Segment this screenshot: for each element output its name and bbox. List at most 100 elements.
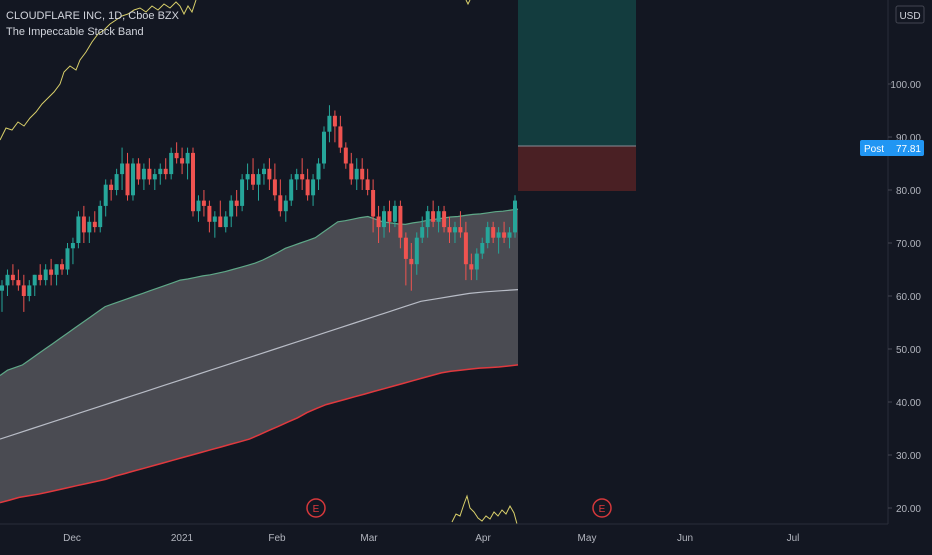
candle [262,163,266,185]
candle [234,190,239,217]
candle [229,195,234,228]
candle [382,205,386,238]
candle [16,269,21,291]
time-tick-label: Apr [475,533,491,544]
candle [120,147,125,190]
candle [376,205,381,243]
candle [311,174,316,206]
candle [136,158,141,185]
candle [109,179,114,201]
candle [245,163,250,190]
candle [256,168,261,201]
candle [507,227,512,249]
candle [502,221,507,243]
candle [425,205,430,238]
time-tick-label: Feb [268,533,286,544]
candle [458,211,463,238]
earnings-marker-may[interactable]: E [592,498,612,518]
reward-zone [518,0,636,146]
candle [0,280,4,312]
candle [409,243,414,291]
candle [196,195,201,222]
candle [267,158,272,190]
band-fill [0,209,518,503]
candle [103,179,108,217]
candle [27,280,32,302]
candle [38,264,43,286]
price-tick-label: 60.00 [896,292,921,303]
candle [10,264,15,286]
candle [316,158,321,190]
post-value: 77.81 [896,144,921,155]
candle [152,168,157,190]
yellow-line-bottom [451,494,518,525]
candle [365,168,370,196]
post-price-badge: Post 77.81 [860,140,924,156]
candle [431,200,436,228]
price-axis[interactable]: 10.0020.0030.0040.0050.0060.0070.0080.00… [888,80,921,550]
candle [207,200,212,233]
time-axis[interactable]: Dec 2021 Feb Mar Apr May Jun Jul [63,533,799,544]
time-tick-label: Dec [63,533,81,544]
price-tick-label: 90.00 [896,133,921,144]
candle [5,269,10,296]
candle [43,264,48,286]
candle [496,227,501,254]
candle [98,200,103,233]
candle [240,174,245,212]
yellow-line-top-tail [465,0,471,6]
candle [360,158,365,190]
candle [332,110,337,143]
earnings-marker-label: E [313,504,320,515]
candle [21,274,26,312]
candle [463,221,468,281]
candle [305,168,310,201]
price-tick-label: 70.00 [896,239,921,250]
candle [453,221,457,243]
candle [65,243,70,275]
candle [163,158,168,180]
candle [60,258,64,275]
time-tick-label: Jun [677,533,693,544]
time-tick-label: Mar [360,533,378,544]
candle [223,211,228,233]
currency-button[interactable]: USD [895,5,925,24]
candle [300,158,305,190]
candle [212,211,217,238]
candle [49,258,54,286]
candle [81,205,86,243]
price-tick-label: 40.00 [896,398,921,409]
candle [387,200,392,233]
candle [322,126,326,169]
candle [131,158,135,201]
candle [54,264,59,286]
candle [294,168,299,190]
currency-label: USD [899,11,920,22]
candle [92,211,97,233]
candle [114,168,119,196]
candle [338,115,343,153]
time-tick-label: May [578,533,597,544]
indicator-title[interactable]: The Impeccable Stock Band [6,26,144,38]
candle [442,205,447,233]
middle-line [0,289,519,440]
candle [32,274,37,296]
price-tick-label: 80.00 [896,186,921,197]
candles [0,105,517,312]
price-tick-label: 30.00 [896,451,921,462]
candle [513,195,517,238]
candle [218,200,223,228]
candle [201,190,206,217]
earnings-marker-label: E [599,504,606,515]
candle [349,152,354,185]
candle [480,237,485,259]
candle [125,152,130,201]
candle [420,216,425,243]
candle [371,179,376,233]
price-tick-label: 50.00 [896,345,921,356]
risk-zone [518,146,636,191]
candle [141,163,146,190]
earnings-marker-feb[interactable]: E [306,498,326,518]
symbol-title[interactable]: CLOUDFLARE INC, 1D, Cboe BZX [6,10,180,22]
